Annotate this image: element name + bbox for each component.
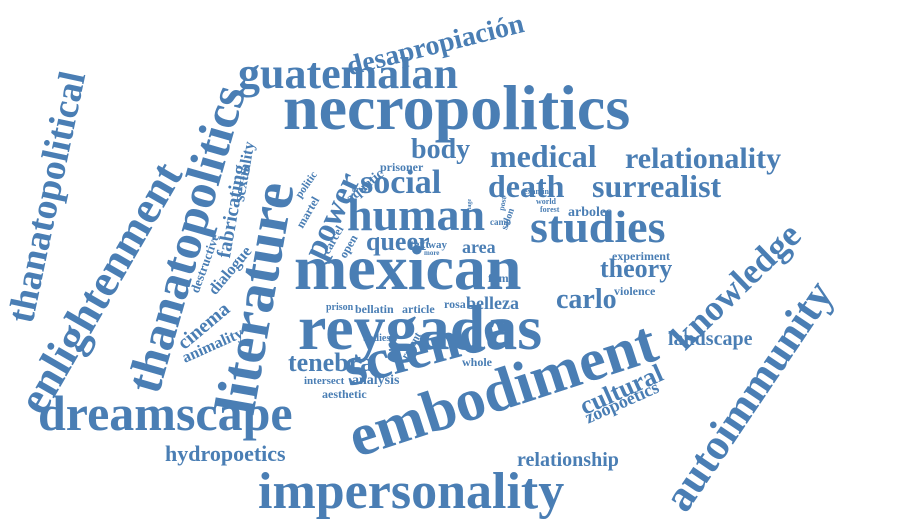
word-human: human (347, 189, 486, 240)
word-studies: studies (530, 201, 666, 252)
word-guatemalan: guatemalan (238, 49, 458, 98)
word-impersonality: impersonality (258, 463, 565, 520)
word-landscape: landscape (668, 328, 753, 350)
word-death: death (488, 168, 565, 204)
word-more: more (424, 249, 440, 257)
word-medical: medical (490, 138, 597, 174)
word-text: text (410, 237, 430, 251)
word-relationship: relationship (517, 449, 619, 471)
word-analysis: analysis (352, 373, 400, 388)
word-carlo: carlo (556, 284, 617, 315)
word-social: social (360, 164, 442, 201)
word-camp: camp (490, 217, 511, 227)
word-forest: forest (540, 205, 560, 214)
word-bodies: bodies (363, 333, 391, 344)
word-experiment: experiment (612, 249, 670, 263)
word-way: way (428, 239, 447, 251)
word-queer: queer (366, 227, 430, 256)
word-article: article (402, 302, 435, 316)
word-violence: violence (614, 284, 656, 298)
word-order: order (352, 185, 372, 194)
word-surrealist: surrealist (592, 168, 722, 204)
word-whole: whole (462, 355, 492, 369)
word-examine: examine (524, 187, 553, 196)
word-prisoner: prisoner (380, 160, 424, 174)
word-world: world (536, 197, 556, 206)
word-reygadas: reygadas (298, 292, 543, 363)
word-prison: prison (326, 302, 354, 313)
word-relationality: relationality (625, 142, 782, 175)
word-film: film (488, 271, 509, 285)
word-arboles: arboles (568, 205, 612, 220)
word-politic: politic (293, 169, 320, 201)
word-dreamscape: dreamscape (38, 385, 293, 441)
word-mexican: mexican (294, 232, 522, 303)
word-theory: theory (600, 254, 673, 283)
word-stage: stage (467, 199, 473, 212)
word-intersect: intersect (304, 375, 345, 387)
word-necropolitics: necropolitics (283, 72, 631, 143)
word-hydropoetics: hydropoetics (165, 441, 286, 466)
word-body: body (411, 134, 471, 165)
word-tenebra: tenebra (288, 348, 374, 377)
word-area: area (462, 237, 496, 257)
word-bellatin: bellatin (355, 302, 394, 316)
word-belleza: belleza (466, 293, 519, 313)
word-aesthetic: aesthetic (322, 387, 367, 401)
word-rosa: rosa (444, 297, 466, 311)
